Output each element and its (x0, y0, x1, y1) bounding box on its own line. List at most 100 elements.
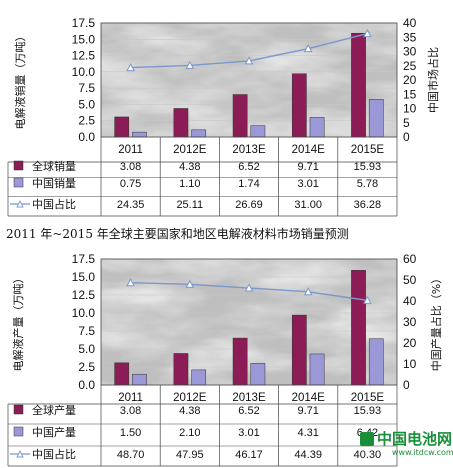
chart1-y2-tick-label: 0 (403, 130, 410, 144)
chart1-plot-frame (100, 22, 398, 138)
chart2-bar-china (309, 353, 325, 386)
chart1-bar-china (132, 131, 147, 138)
chart2-category-label: 2012E (173, 392, 207, 404)
battery-logo-icon (360, 432, 374, 446)
chart2-bar-global (351, 270, 366, 386)
chart1-caption: 2011 年~2015 年全球主要国家和地区电解液材料市场销量预测 (6, 226, 349, 241)
chart1-category-label: 2013E (232, 144, 266, 156)
chart1-table-value: 3.01 (297, 178, 318, 190)
chart1-legend-key-global (13, 160, 24, 171)
chart1-legend-label: 中国占比 (32, 197, 76, 211)
chart2-table-value: 1.50 (120, 427, 141, 439)
chart2-legend-label: 全球产量 (32, 403, 76, 417)
chart1-bar-china (250, 125, 266, 138)
chart2-share-point (185, 279, 195, 288)
chart1-bar-china (191, 129, 207, 138)
chart1-share-point (185, 60, 195, 69)
chart1-y2-tick-label: 20 (403, 73, 417, 87)
chart1-bar-global (232, 94, 248, 138)
chart2-y-tick-label: 15.0 (72, 270, 96, 284)
chart2-y2-tick-label: 60 (403, 252, 417, 266)
chart2-legend-label: 中国产量 (32, 425, 76, 439)
chart2-share-point (303, 287, 313, 296)
chart1-y2-tick-label: 40 (403, 16, 417, 30)
watermark-brand: 中国电池网 (377, 430, 452, 448)
chart1-y-tick-label: 17.5 (72, 16, 96, 30)
chart1-y-tick-label: 10.0 (72, 65, 96, 79)
chart2-y-tick-label: 10.0 (72, 306, 96, 320)
chart1-legend-key-china (13, 177, 24, 188)
chart2-table-value: 40.30 (354, 449, 382, 461)
chart1-table-value: 5.78 (357, 178, 378, 190)
chart1-legend-label: 全球销量 (32, 159, 76, 173)
chart1-y2-tick-label: 15 (403, 87, 417, 101)
chart2-legend-label: 中国占比 (32, 447, 76, 461)
chart2-y2-tick-label: 10 (403, 357, 417, 371)
chart2-bar-global (173, 353, 189, 386)
chart2-share-point (363, 295, 372, 304)
chart1-y2-tick-label: 25 (403, 59, 417, 73)
chart1-marble-texture (101, 23, 397, 137)
chart2-bar-global (232, 337, 248, 386)
chart2-y2-axis-title: 中国产量占比（%） (429, 273, 443, 371)
chart2-y2-tick-label: 40 (403, 294, 417, 308)
chart1-y2-tick-label: 30 (403, 45, 417, 59)
chart2-table-value: 6.52 (238, 405, 259, 417)
chart1-y2-tick-label: 35 (403, 30, 417, 44)
chart2-y-tick-label: 5.0 (78, 342, 95, 356)
chart1-bar-china (309, 117, 325, 138)
chart1-table-value: 24.35 (117, 199, 145, 211)
chart1-y-tick-label: 5.0 (78, 97, 95, 111)
chart2-y2-tick-label: 30 (403, 315, 417, 329)
chart2-y-tick-label: 7.5 (78, 324, 95, 338)
chart1-legend-key-marker (16, 199, 24, 208)
chart1-table-value: 36.28 (354, 199, 382, 211)
chart2-legend-key-china (13, 426, 24, 437)
chart1-share-point (244, 56, 254, 65)
chart1-share-point (126, 63, 135, 72)
chart1-y-tick-label: 15.0 (72, 32, 96, 46)
chart2-category-label: 2013E (232, 392, 266, 404)
chart2-table-value: 15.93 (354, 405, 382, 417)
chart2-table-value: 48.70 (117, 449, 145, 461)
chart1-table-value: 9.71 (297, 161, 318, 173)
chart1-bar-china (368, 99, 384, 138)
chart1-y-tick-label: 7.5 (78, 81, 95, 95)
chart1-table-value: 31.00 (294, 199, 322, 211)
chart2-bar-china (368, 338, 384, 386)
chart1-table-value: 15.93 (354, 161, 382, 173)
chart1-y-tick-label: 12.5 (72, 49, 96, 63)
chart2-table-value: 44.39 (294, 449, 322, 461)
watermark-url: www.itdcw.com (392, 448, 453, 457)
chart2-table-value: 9.71 (297, 405, 318, 417)
chart2-table-value: 47.95 (176, 449, 204, 461)
chart1-table-value: 1.74 (238, 178, 259, 190)
chart2-bar-china (250, 363, 266, 386)
chart1-share-point (303, 44, 313, 53)
chart1-bar-global (173, 108, 189, 138)
chart2-category-label: 2015E (351, 392, 385, 404)
chart2-category-label: 2014E (292, 392, 326, 404)
chart2-y2-tick-label: 50 (403, 273, 417, 287)
chart2-y-tick-label: 0.0 (78, 378, 95, 392)
chart1-category-label: 2014E (292, 144, 326, 156)
chart1-table-value: 0.75 (120, 178, 141, 190)
chart2-bar-global (291, 314, 307, 386)
chart1-bar-global (351, 32, 366, 138)
chart1-table-value: 6.52 (238, 161, 259, 173)
chart2-table-value: 2.10 (179, 427, 200, 439)
chart1-table-value: 3.08 (120, 161, 141, 173)
chart2-plot-frame (100, 258, 398, 386)
chart1-category-label: 2011 (118, 144, 143, 156)
chart1-bar-global (114, 116, 130, 138)
chart2-table-value: 46.17 (235, 449, 263, 461)
chart2-table-value: 3.08 (120, 405, 141, 417)
chart2-y-tick-label: 12.5 (72, 288, 96, 302)
chart2-bar-global (114, 362, 130, 386)
chart1-table-value: 1.10 (179, 178, 200, 190)
chart1-table-value: 26.69 (235, 199, 263, 211)
chart2-legend-key-global (13, 404, 24, 415)
chart2-bar-china (132, 373, 147, 386)
